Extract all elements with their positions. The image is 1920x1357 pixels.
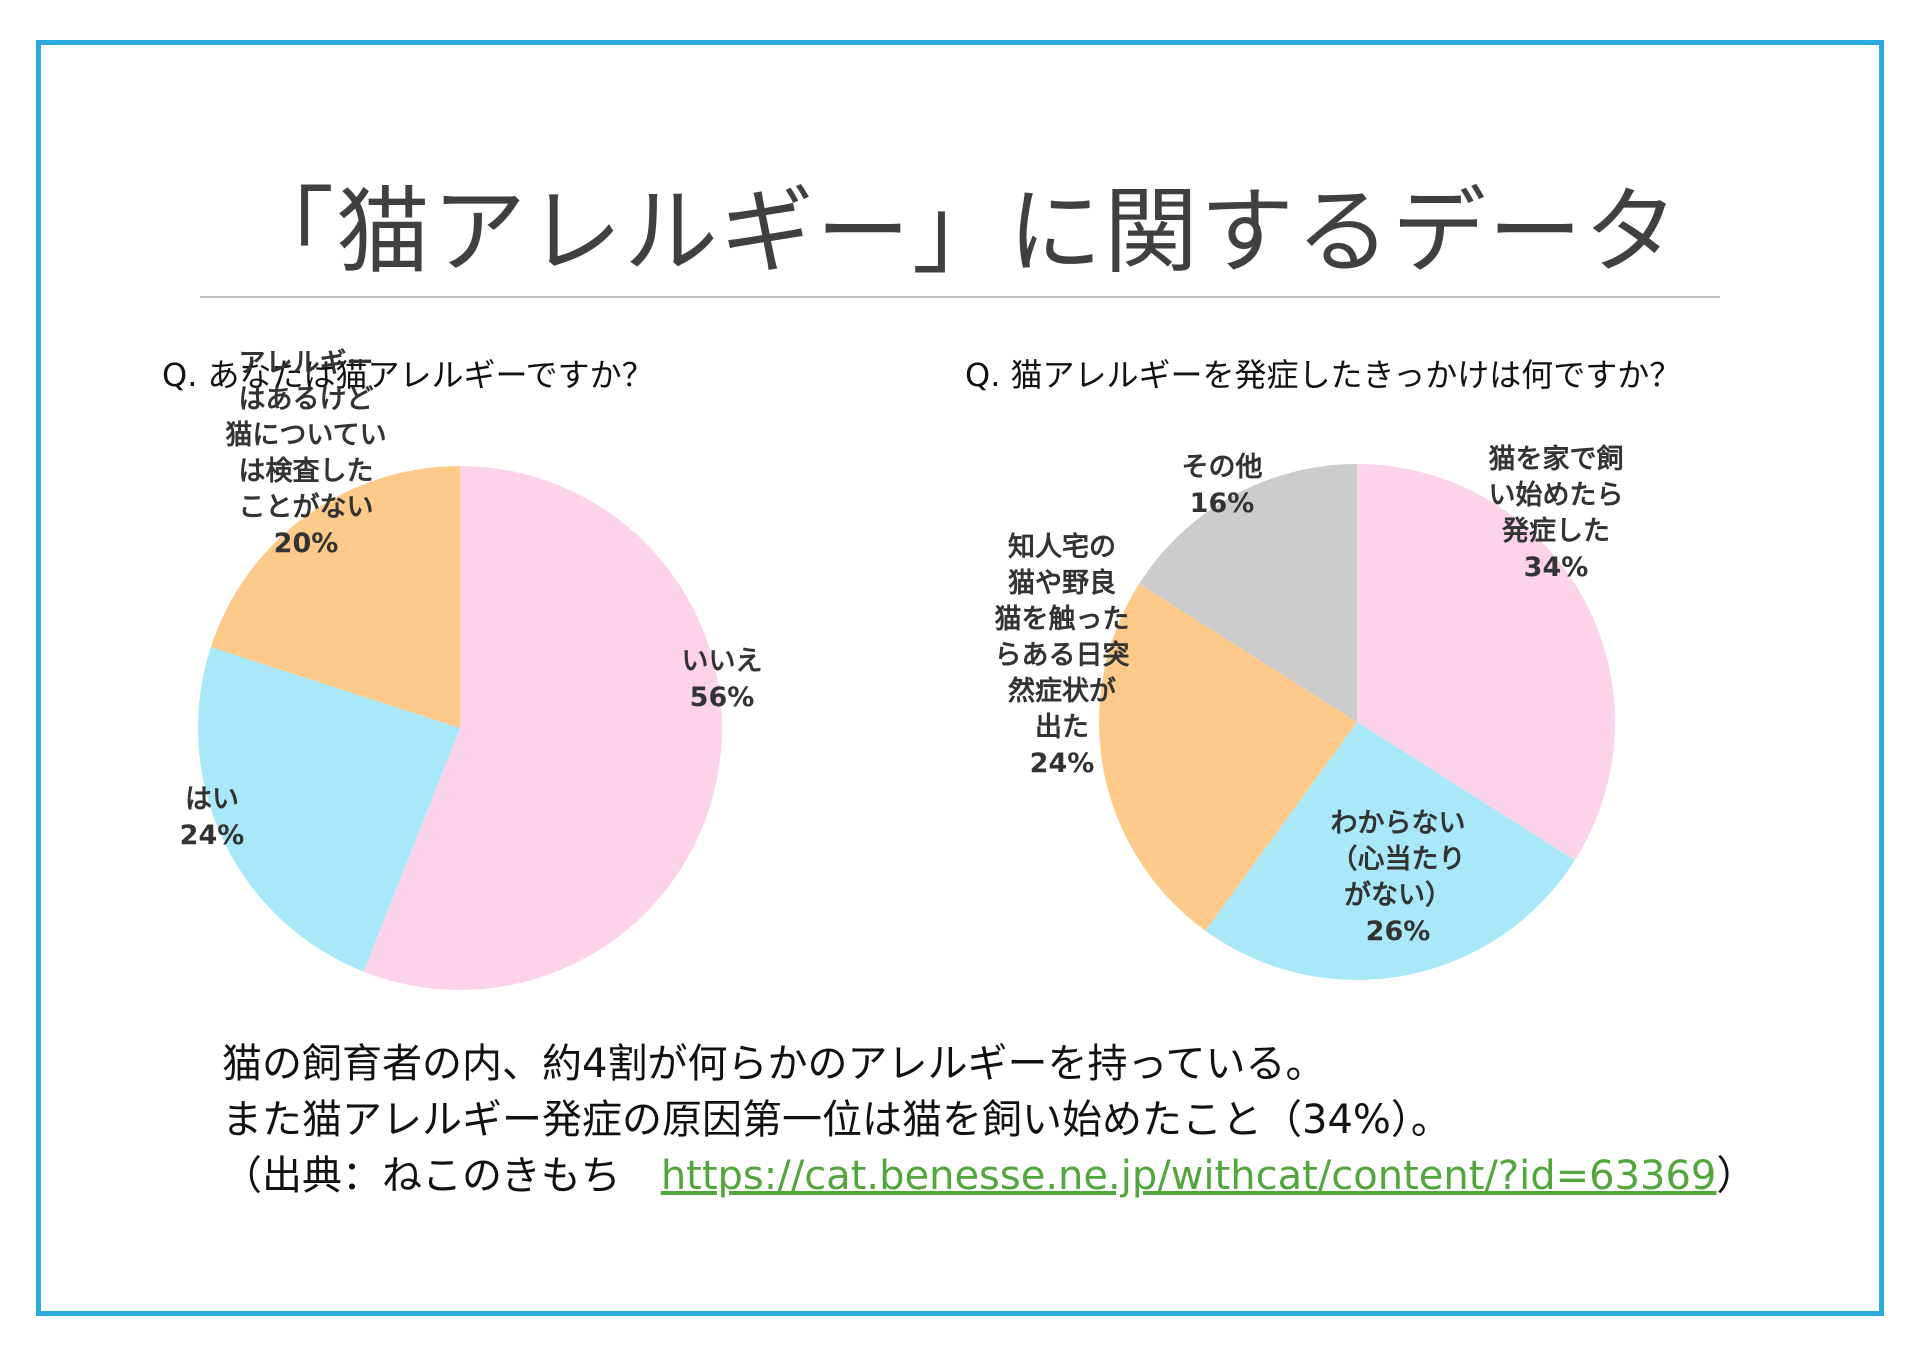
chart-2-label-3: 知人宅の猫や野良猫を触ったらある日突然症状が出た 24% bbox=[995, 531, 1130, 779]
chart-1-slice-3 bbox=[210, 466, 460, 728]
chart-1-label-1: いいえ 56% bbox=[682, 646, 763, 713]
chart-2-slice-2 bbox=[1205, 722, 1575, 980]
chart-2-slice-4 bbox=[1139, 464, 1357, 722]
chart-1-label-2: はい 24% bbox=[180, 784, 245, 851]
chart-1-question: Q. あなたは猫アレルギーですか？ bbox=[162, 356, 654, 394]
chart-2-label-1: 猫を家で飼い始めたら発症した 34% bbox=[1489, 443, 1624, 583]
chart-2-slice-3 bbox=[1099, 583, 1357, 931]
chart-1-slice-2 bbox=[198, 647, 461, 972]
chart-2-question: Q. 猫アレルギーを発症したきっかけは何ですか？ bbox=[965, 356, 1682, 394]
footer-notes: 猫の飼育者の内、約4割が何らかのアレルギーを持っている。 また猫アレルギー発症の… bbox=[222, 1036, 1756, 1204]
chart-2-label-4: その他 16% bbox=[1182, 452, 1263, 519]
source-suffix: ） bbox=[1716, 1153, 1757, 1199]
source-link[interactable]: https://cat.benesse.ne.jp/withcat/conten… bbox=[660, 1153, 1717, 1199]
page-title: 「猫アレルギー」に関するデータ bbox=[240, 178, 1681, 287]
title-divider bbox=[200, 296, 1720, 298]
source-prefix: （出典：ねこのきもち bbox=[222, 1153, 661, 1199]
chart-1-slice-1 bbox=[363, 466, 722, 990]
footer-line-2: また猫アレルギー発症の原因第一位は猫を飼い始めたこと（34%）。 bbox=[222, 1097, 1451, 1143]
chart-2-slice-1 bbox=[1357, 464, 1615, 861]
footer-line-1: 猫の飼育者の内、約4割が何らかのアレルギーを持っている。 bbox=[222, 1041, 1326, 1087]
footer-line-3: （出典：ねこのきもち https://cat.benesse.ne.jp/wit… bbox=[222, 1148, 1756, 1204]
slide-frame bbox=[36, 40, 1884, 1316]
chart-1-label-3: アレルギーはあるけど猫についていは検査したことがない 20% bbox=[225, 348, 386, 559]
chart-2-label-2: わからない（心当たりがない） 26% bbox=[1331, 808, 1466, 947]
